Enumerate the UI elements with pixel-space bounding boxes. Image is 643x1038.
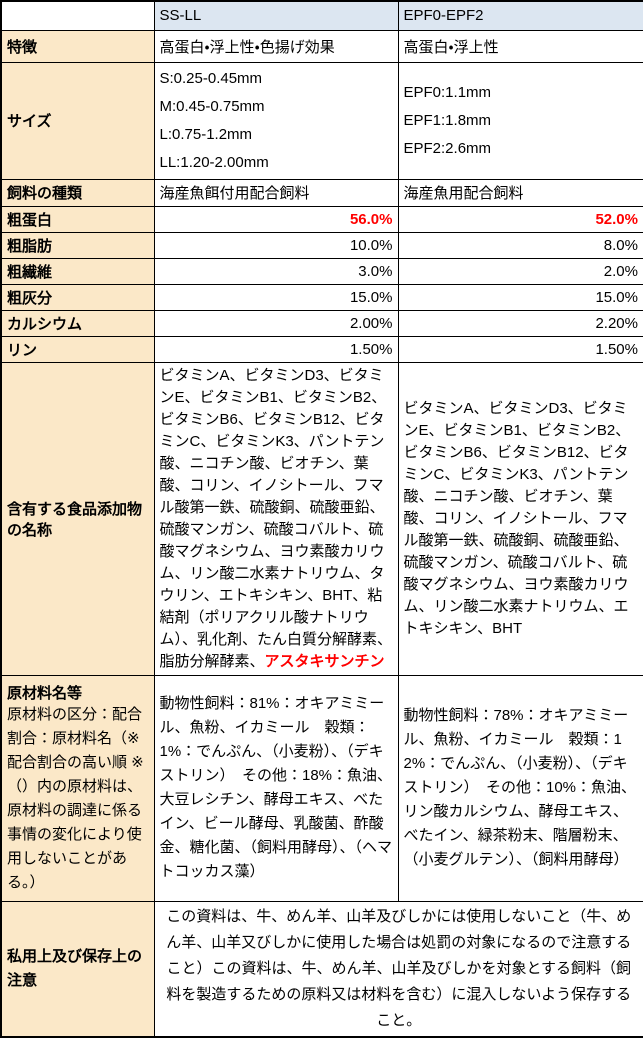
- phosphorus-ss-value: 1.50%: [153, 335, 399, 363]
- nutrient-row-calcium: カルシウム 2.00% 2.20%: [0, 309, 643, 337]
- additives-ss-highlight-astaxanthin: アスタキサンチン: [264, 652, 385, 670]
- nutrient-row-ash: 粗灰分 15.0% 15.0%: [0, 283, 643, 311]
- row-label-crude-protein: 粗蛋白: [0, 205, 155, 233]
- feature-row: 特徴 高蛋白・浮上性・色揚げ効果 高蛋白・浮上性: [0, 29, 643, 63]
- crude-fat-epf-value: 8.0%: [397, 231, 643, 259]
- phosphorus-epf-value: 1.50%: [397, 335, 643, 363]
- column-header-ss-ll: SS-LL: [153, 0, 399, 31]
- row-label-additives: 含有する食品添加物の名称: [0, 361, 155, 676]
- raw-materials-label-title: 原材料名等: [7, 684, 83, 702]
- notes-row: 私用上及び保存上の注意 この資料は、牛、めん羊、山羊及びしかには使用しないこと（…: [0, 900, 643, 1037]
- nutrient-row-fat: 粗脂肪 10.0% 8.0%: [0, 231, 643, 259]
- row-label-crude-fiber: 粗繊維: [0, 257, 155, 285]
- nutrient-row-protein: 粗蛋白 56.0% 52.0%: [0, 205, 643, 233]
- raw-materials-label-desc: 原材料の区分：配合割合：原材料名（※配合割合の高い順 ※（）内の原材料は、原材料…: [7, 705, 144, 891]
- raw-materials-row: 原材料名等 原材料の区分：配合割合：原材料名（※配合割合の高い順 ※（）内の原材…: [0, 674, 643, 902]
- row-label-feed-type: 飼料の種類: [0, 178, 155, 207]
- row-label-phosphorus: リン: [0, 335, 155, 363]
- size-row: サイズ S:0.25-0.45mm M:0.45-0.75mm L:0.75-1…: [0, 61, 643, 180]
- row-label-usage-storage-notes: 私用上及び保存上の注意: [0, 900, 155, 1037]
- column-header-epf0-epf2: EPF0-EPF2: [397, 0, 643, 31]
- crude-ash-epf-value: 15.0%: [397, 283, 643, 311]
- usage-storage-notes-cell: この資料は、牛、めん羊、山羊及びしかには使用しないこと（牛、めん羊、山羊又びしか…: [153, 900, 643, 1037]
- row-label-feature: 特徴: [0, 29, 155, 63]
- crude-protein-epf-value: 52.0%: [397, 205, 643, 233]
- calcium-epf-value: 2.20%: [397, 309, 643, 337]
- header-empty-cell: [0, 0, 155, 31]
- raw-materials-epf-cell: 動物性飼料：78%：オキアミミール、魚粉、イカミール 穀類：12%：でんぷん、（…: [397, 674, 643, 902]
- feature-epf-cell: 高蛋白・浮上性: [397, 29, 643, 63]
- feed-type-row: 飼料の種類 海産魚餌付用配合飼料 海産魚用配合飼料: [0, 178, 643, 207]
- nutrient-row-fiber: 粗繊維 3.0% 2.0%: [0, 257, 643, 285]
- feature-ss-cell: 高蛋白・浮上性・色揚げ効果: [153, 29, 399, 63]
- additives-ss-cell: ビタミンA、ビタミンD3、ビタミンE、ビタミンB1、ビタミンB2、ビタミンB6、…: [153, 361, 399, 676]
- crude-fiber-epf-value: 2.0%: [397, 257, 643, 285]
- row-label-crude-fat: 粗脂肪: [0, 231, 155, 259]
- additives-ss-text: ビタミンA、ビタミンD3、ビタミンE、ビタミンB1、ビタミンB2、ビタミンB6、…: [159, 366, 393, 670]
- row-label-raw-materials: 原材料名等 原材料の区分：配合割合：原材料名（※配合割合の高い順 ※（）内の原材…: [0, 674, 155, 902]
- row-label-crude-ash: 粗灰分: [0, 283, 155, 311]
- header-row: SS-LL EPF0-EPF2: [0, 0, 643, 31]
- raw-materials-ss-cell: 動物性飼料：81%：オキアミミール、魚粉、イカミール 穀類：1%：でんぷん、（小…: [153, 674, 399, 902]
- crude-ash-ss-value: 15.0%: [153, 283, 399, 311]
- feed-type-ss-cell: 海産魚餌付用配合飼料: [153, 178, 399, 207]
- row-label-calcium: カルシウム: [0, 309, 155, 337]
- size-ss-cell: S:0.25-0.45mm M:0.45-0.75mm L:0.75-1.2mm…: [153, 61, 399, 180]
- crude-fiber-ss-value: 3.0%: [153, 257, 399, 285]
- size-epf-cell: EPF0:1.1mm EPF1:1.8mm EPF2:2.6mm: [397, 61, 643, 180]
- additives-epf-cell: ビタミンA、ビタミンD3、ビタミンE、ビタミンB1、ビタミンB2、ビタミンB6、…: [397, 361, 643, 676]
- nutrient-row-phosphorus: リン 1.50% 1.50%: [0, 335, 643, 363]
- calcium-ss-value: 2.00%: [153, 309, 399, 337]
- feed-type-epf-cell: 海産魚用配合飼料: [397, 178, 643, 207]
- crude-protein-ss-value: 56.0%: [153, 205, 399, 233]
- crude-fat-ss-value: 10.0%: [153, 231, 399, 259]
- additives-row: 含有する食品添加物の名称 ビタミンA、ビタミンD3、ビタミンE、ビタミンB1、ビ…: [0, 361, 643, 676]
- row-label-size: サイズ: [0, 61, 155, 180]
